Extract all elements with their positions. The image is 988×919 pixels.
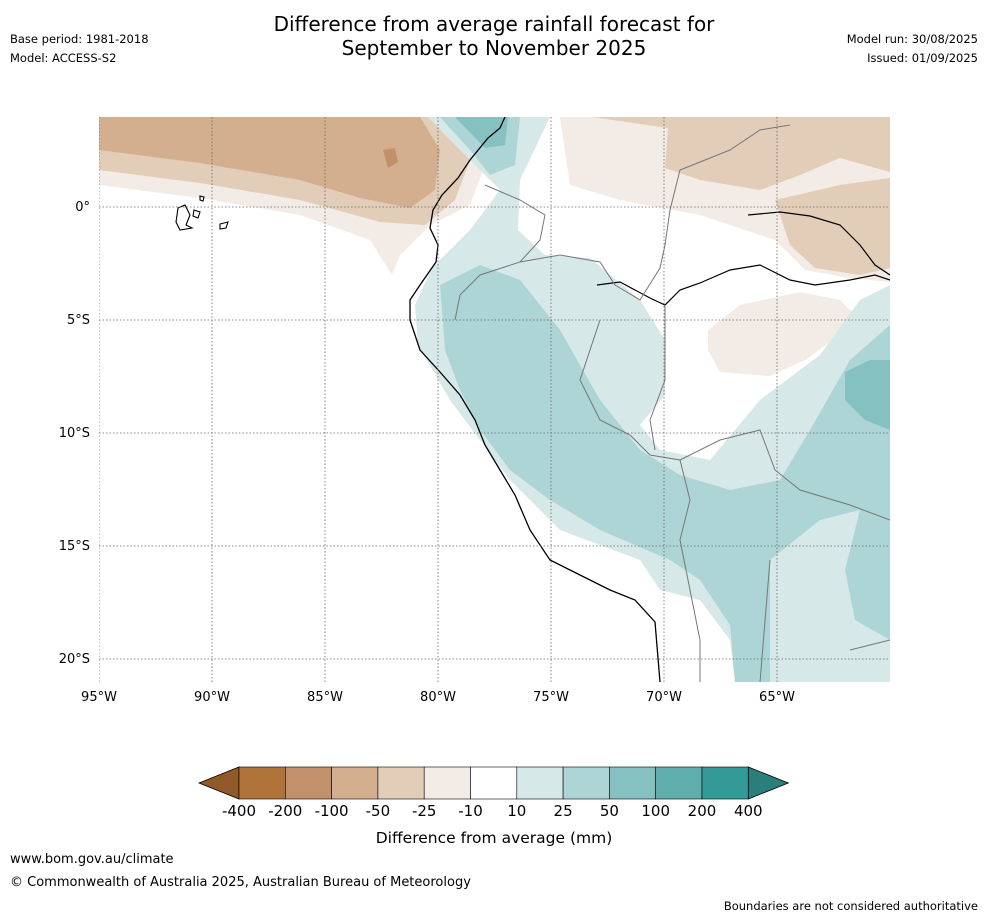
colorbar-tick-label: -50 [366, 802, 391, 820]
title-line-2: September to November 2025 [341, 36, 647, 60]
wetter-moderate-region [440, 265, 890, 682]
wetter-east-strong [845, 360, 890, 430]
drier-ne-moderate [592, 117, 890, 190]
lat-label: 10°S [59, 426, 90, 441]
country-boundaries [454, 124, 890, 682]
colorbar-tick-label: -400 [222, 802, 256, 820]
lon-label: 90°W [194, 690, 230, 705]
lon-label: 75°W [533, 690, 569, 705]
colorbar-tick-label: 400 [734, 802, 763, 820]
latitude-labels: 0° 5°S 10°S 15°S 20°S [59, 200, 90, 667]
wetter-north-strong [455, 117, 508, 148]
northeast-coast [747, 211, 890, 276]
colorbar-tick-label: 50 [600, 802, 619, 820]
map-field [99, 117, 890, 682]
drier-ne-moderate-2 [775, 178, 890, 275]
copyright-text: © Commonwealth of Australia 2025, Austra… [10, 875, 471, 890]
lon-label: 70°W [646, 690, 682, 705]
lat-label: 20°S [59, 652, 90, 667]
model-run-text: Model run: 30/08/2025 [846, 32, 978, 46]
lat-label: 0° [75, 200, 90, 215]
rainfall-map: 0° 5°S 10°S 15°S 20°S 95°W 90°W 85°W 80°… [59, 117, 890, 705]
colorbar-ticks: -400 -200 -100 -50 -25 -10 10 25 50 100 200 400 [222, 802, 763, 820]
lon-label: 95°W [81, 690, 117, 705]
colorbar-swatch [562, 766, 610, 800]
colorbar-swatch [423, 766, 471, 800]
colorbar-swatch [609, 766, 657, 800]
gridlines [99, 117, 890, 682]
colorbar-swatch [377, 766, 425, 800]
colorbar-tick-label: 10 [507, 802, 526, 820]
drier-central-light [708, 292, 860, 376]
colorbar-label: Difference from average (mm) [376, 829, 613, 847]
model-text: Model: ACCESS-S2 [10, 51, 117, 65]
lon-label: 85°W [307, 690, 343, 705]
lat-label: 15°S [59, 539, 90, 554]
colorbar-swatch [331, 766, 379, 800]
longitude-labels: 95°W 90°W 85°W 80°W 75°W 70°W 65°W [81, 690, 795, 705]
colorbar-tick-label: -100 [315, 802, 349, 820]
website-text: www.bom.gov.au/climate [10, 852, 174, 867]
lon-label: 65°W [759, 690, 795, 705]
drier-small-patch [383, 148, 398, 168]
amazon-river [596, 264, 890, 306]
colorbar-extend-high [747, 766, 790, 800]
drier-strong-region [99, 117, 440, 208]
colorbar-swatch [238, 766, 286, 800]
disclaimer-text: Boundaries are not considered authoritat… [723, 899, 978, 913]
colorbar-tick-label: 200 [688, 802, 717, 820]
colorbar-tick-label: 25 [554, 802, 573, 820]
title-line-1: Difference from average rainfall forecas… [273, 12, 715, 36]
issued-text: Issued: 01/09/2025 [867, 51, 978, 65]
colorbar-swatch [701, 766, 749, 800]
colorbar-tick-label: -200 [268, 802, 302, 820]
colorbar-tick-label: -25 [412, 802, 437, 820]
colorbar-swatches [197, 766, 790, 800]
colorbar-swatch [655, 766, 703, 800]
base-period-text: Base period: 1981-2018 [10, 32, 149, 46]
lon-label: 80°W [420, 690, 456, 705]
lat-label: 5°S [67, 313, 90, 328]
galapagos-islands [175, 195, 229, 231]
colorbar-swatch [470, 766, 518, 800]
colorbar-tick-label: -10 [458, 802, 483, 820]
coastline [409, 117, 661, 682]
colorbar: -400 -200 -100 -50 -25 -10 10 25 50 100 200 400 Dif… [197, 766, 790, 847]
page-title: Difference from average rainfall forecas… [0, 12, 988, 60]
colorbar-tick-label: 100 [641, 802, 670, 820]
colorbar-extend-low [197, 766, 240, 800]
colorbar-swatch [284, 766, 332, 800]
colorbar-swatch [516, 766, 564, 800]
